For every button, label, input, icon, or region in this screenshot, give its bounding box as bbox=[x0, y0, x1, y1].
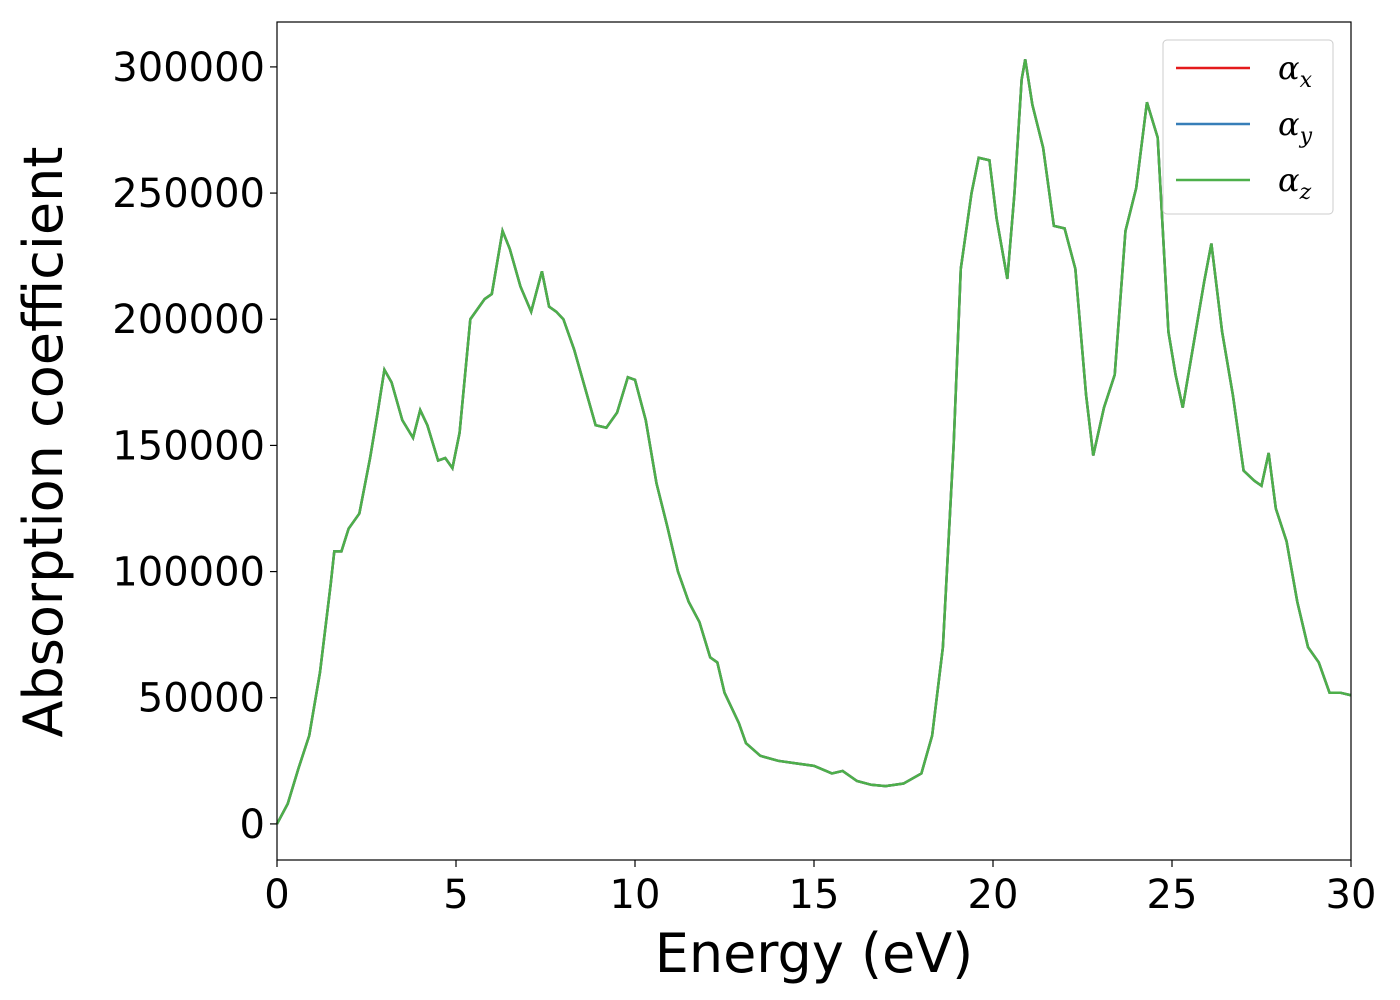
x-tick-label: 5 bbox=[443, 872, 468, 918]
plot-frame bbox=[276, 21, 1352, 861]
y-tick-label: 150000 bbox=[112, 423, 265, 469]
x-tick-label: 25 bbox=[1147, 872, 1198, 918]
legend-label: αz bbox=[1278, 161, 1312, 205]
x-tick-label: 0 bbox=[264, 872, 289, 918]
y-tick-label: 200000 bbox=[112, 297, 265, 343]
y-tick-label: 100000 bbox=[112, 550, 265, 596]
x-axis-label: Energy (eV) bbox=[655, 922, 974, 985]
x-tick-label: 15 bbox=[789, 872, 840, 918]
y-tick-label: 50000 bbox=[138, 676, 265, 722]
legend-label: αy bbox=[1278, 105, 1313, 149]
legend-label: αx bbox=[1278, 49, 1313, 93]
y-tick-label: 0 bbox=[240, 802, 265, 848]
legend: αx αy αz bbox=[1162, 39, 1334, 215]
x-tick-label: 30 bbox=[1326, 872, 1377, 918]
x-tick-label: 10 bbox=[610, 872, 661, 918]
legend-box bbox=[1162, 39, 1334, 215]
y-axis-label: Absorption coefficient bbox=[12, 147, 75, 738]
x-tick-label: 20 bbox=[968, 872, 1019, 918]
y-tick-label: 250000 bbox=[112, 171, 265, 217]
y-tick-label: 300000 bbox=[112, 45, 265, 91]
series-line bbox=[275, 59, 1352, 825]
